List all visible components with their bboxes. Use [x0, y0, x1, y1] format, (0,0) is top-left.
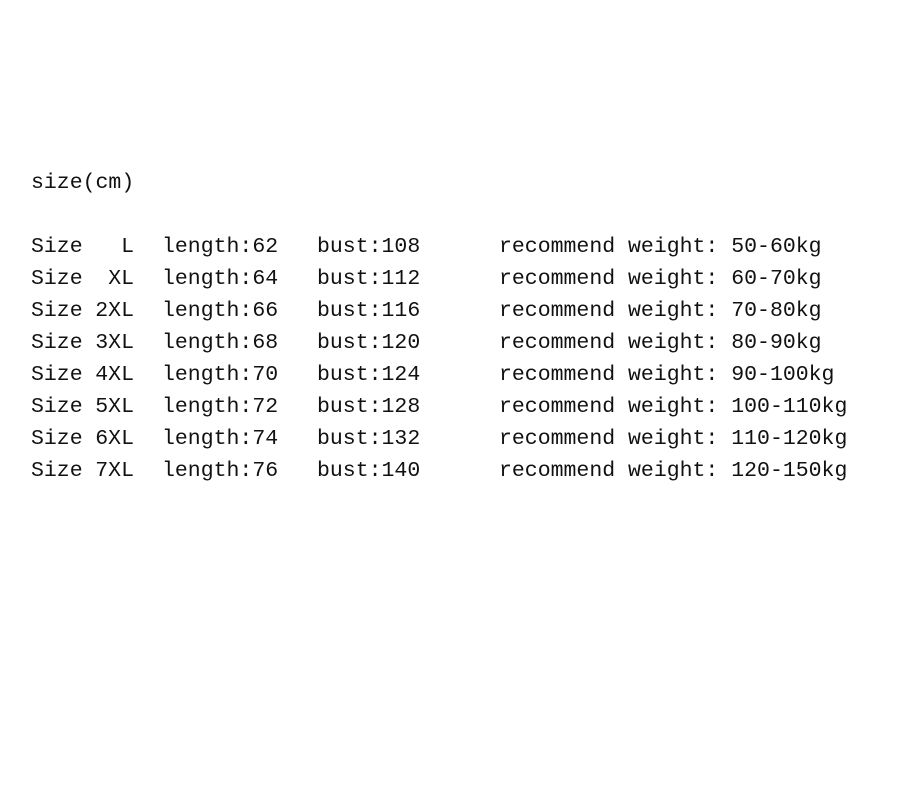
bust-value: bust:108 [317, 235, 421, 259]
length-value: length:66 [162, 299, 279, 323]
bust-value: bust:128 [317, 395, 421, 419]
size-row: Size 3XL length:68 bust:120 recommend weight… [0, 327, 906, 359]
size-value: 7XL [95, 459, 134, 483]
bust-value: bust:132 [317, 427, 421, 451]
recommended-weight: recommend weight: 70-80kg [499, 299, 822, 323]
size-value: L [121, 235, 134, 259]
size-row: Size 4XL length:70 bust:124 recommend weight… [0, 359, 906, 391]
size-value: 5XL [95, 395, 134, 419]
size-value: 2XL [95, 299, 134, 323]
bust-value: bust:140 [317, 459, 421, 483]
bust-value: bust:116 [317, 299, 421, 323]
recommended-weight: recommend weight: 80-90kg [499, 331, 822, 355]
size-label: Size [31, 299, 83, 323]
size-label: Size [31, 459, 83, 483]
length-value: length:70 [162, 363, 279, 387]
bust-value: bust:112 [317, 267, 421, 291]
length-value: length:64 [162, 267, 279, 291]
size-row: Size XL length:64 bust:112 recommend weight:… [0, 263, 906, 295]
size-label: Size [31, 267, 83, 291]
recommended-weight: recommend weight: 110-120kg [499, 427, 848, 451]
length-value: length:74 [162, 427, 279, 451]
size-value: XL [108, 267, 134, 291]
recommended-weight: recommend weight: 100-110kg [499, 395, 848, 419]
size-label: Size [31, 363, 83, 387]
size-label: Size [31, 331, 83, 355]
length-value: length:72 [162, 395, 279, 419]
size-value: 3XL [95, 331, 134, 355]
size-chart-title: size(cm) [31, 171, 135, 195]
size-row: Size 5XL length:72 bust:128 recommend weight… [0, 391, 906, 423]
size-label: Size [31, 395, 83, 419]
size-label: Size [31, 427, 83, 451]
recommended-weight: recommend weight: 90-100kg [499, 363, 835, 387]
length-value: length:76 [162, 459, 279, 483]
length-value: length:68 [162, 331, 279, 355]
recommended-weight: recommend weight: 50-60kg [499, 235, 822, 259]
size-value: 4XL [95, 363, 134, 387]
recommended-weight: recommend weight: 60-70kg [499, 267, 822, 291]
size-row: Size 7XL length:76 bust:140 recommend weight… [0, 455, 906, 487]
size-row: Size 2XL length:66 bust:116 recommend weight… [0, 295, 906, 327]
bust-value: bust:124 [317, 363, 421, 387]
bust-value: bust:120 [317, 331, 421, 355]
length-value: length:62 [162, 235, 279, 259]
size-value: 6XL [95, 427, 134, 451]
size-row: Size 6XL length:74 bust:132 recommend weight… [0, 423, 906, 455]
size-label: Size [31, 235, 83, 259]
recommended-weight: recommend weight: 120-150kg [499, 459, 848, 483]
